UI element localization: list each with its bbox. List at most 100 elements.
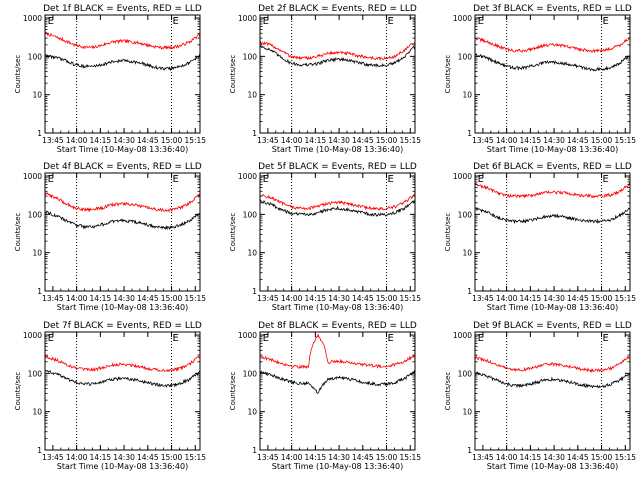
event-marker: E (173, 16, 179, 27)
x-tick-label: 15:00 (376, 136, 398, 145)
y-tick-label: 10 (32, 249, 42, 258)
x-tick-label: 15:00 (591, 453, 613, 462)
y-tick-label: 1 (252, 287, 257, 296)
y-tick-label: 100 (243, 52, 258, 61)
x-tick-label: 14:30 (543, 136, 565, 145)
x-tick-label: 13:45 (257, 294, 279, 303)
y-axis-label: Counts/sec (14, 213, 22, 252)
x-tick-label: 14:15 (305, 294, 327, 303)
chart-panel-4: Det 4f BLACK = Events, RED = LLD E E 1 10 100… (14, 162, 206, 312)
series-events-line (44, 370, 201, 388)
chart-panel-8: Det 8f BLACK = Events, RED = LLD E E 1 10 100… (229, 321, 421, 471)
chart-panel-2: Det 2f BLACK = Events, RED = LLD E E 1 10 100… (229, 4, 421, 154)
event-marker: E (263, 16, 269, 27)
x-tick-label: 14:45 (352, 294, 374, 303)
plot-frame (259, 172, 416, 292)
y-axis-label: Counts/sec (14, 55, 22, 94)
x-tick-label: 14:00 (496, 294, 518, 303)
x-tick-label: 14:30 (328, 136, 350, 145)
y-tick-label: 1 (37, 287, 42, 296)
y-tick-label: 1000 (238, 172, 257, 181)
x-axis-label: Start Time (10-May-08 13:36:40) (57, 303, 188, 312)
x-axis-label: Start Time (10-May-08 13:36:40) (272, 303, 403, 312)
y-axis-label: Counts/sec (14, 372, 22, 411)
y-tick-label: 1 (252, 446, 257, 455)
series-events-line (44, 54, 201, 72)
event-marker: E (173, 333, 179, 344)
x-tick-label: 14:00 (496, 136, 518, 145)
x-tick-label: 13:45 (42, 453, 64, 462)
chart-panel-9: Det 9f BLACK = Events, RED = LLD E E 1 10 100… (444, 321, 636, 471)
x-tick-label: 15:15 (614, 294, 636, 303)
y-tick-label: 100 (28, 52, 43, 61)
x-tick-label: 14:30 (113, 453, 135, 462)
event-marker: E (478, 16, 484, 27)
event-marker: E (603, 174, 609, 185)
x-tick-label: 14:45 (567, 453, 589, 462)
x-axis-label: Start Time (10-May-08 13:36:40) (57, 462, 188, 471)
y-tick-label: 10 (247, 408, 257, 417)
series-lld-line (474, 37, 631, 54)
y-axis-label: Counts/sec (444, 55, 452, 94)
x-tick-label: 15:15 (184, 453, 206, 462)
x-tick-label: 15:00 (376, 294, 398, 303)
y-tick-label: 100 (243, 210, 258, 219)
event-marker: E (388, 174, 394, 185)
panel-title: Det 3f BLACK = Events, RED = LLD (473, 4, 632, 14)
x-axis-label: Start Time (10-May-08 13:36:40) (272, 145, 403, 154)
plot-frame (474, 172, 631, 292)
x-tick-label: 15:15 (614, 136, 636, 145)
x-tick-label: 13:45 (257, 453, 279, 462)
series-lld-line (474, 182, 631, 199)
series-events-line (474, 53, 631, 72)
x-tick-label: 15:00 (376, 453, 398, 462)
plot-frame (474, 14, 631, 134)
panel-title: Det 6f BLACK = Events, RED = LLD (473, 162, 632, 172)
y-tick-label: 1 (37, 446, 42, 455)
event-marker: E (388, 333, 394, 344)
x-tick-label: 14:45 (567, 136, 589, 145)
y-axis-label: Counts/sec (229, 372, 237, 411)
series-events-line (259, 199, 416, 217)
series-lld-line (259, 334, 416, 370)
plot-frame (44, 14, 201, 134)
x-tick-label: 14:15 (520, 453, 542, 462)
x-tick-label: 15:15 (399, 453, 421, 462)
x-tick-label: 14:45 (137, 294, 159, 303)
chart-panel-6: Det 6f BLACK = Events, RED = LLD E E 1 10 100… (444, 162, 636, 312)
plot-frame (44, 172, 201, 292)
x-tick-label: 14:45 (567, 294, 589, 303)
series-lld-line (474, 355, 631, 374)
x-tick-label: 14:45 (352, 136, 374, 145)
x-tick-label: 14:45 (137, 136, 159, 145)
y-tick-label: 1000 (238, 331, 257, 340)
event-marker: E (603, 333, 609, 344)
y-tick-label: 100 (28, 369, 43, 378)
series-lld-line (44, 354, 201, 373)
panel-title: Det 8f BLACK = Events, RED = LLD (258, 321, 417, 331)
x-tick-label: 14:15 (90, 136, 112, 145)
y-tick-label: 100 (458, 210, 473, 219)
y-tick-label: 1000 (453, 331, 472, 340)
series-events-line (259, 45, 416, 68)
x-tick-label: 14:00 (66, 136, 88, 145)
event-marker: E (478, 174, 484, 185)
series-lld-line (259, 193, 416, 211)
panel-title: Det 2f BLACK = Events, RED = LLD (258, 4, 417, 14)
x-tick-label: 15:00 (591, 136, 613, 145)
x-tick-label: 15:00 (161, 136, 183, 145)
x-tick-label: 14:30 (543, 453, 565, 462)
series-events-line (474, 207, 631, 225)
x-tick-label: 15:00 (591, 294, 613, 303)
event-marker: E (173, 174, 179, 185)
y-tick-label: 10 (247, 91, 257, 100)
y-tick-label: 1 (467, 129, 472, 138)
x-tick-label: 13:45 (257, 136, 279, 145)
y-tick-label: 10 (32, 91, 42, 100)
x-tick-label: 14:45 (137, 453, 159, 462)
x-tick-label: 14:15 (305, 136, 327, 145)
x-tick-label: 14:30 (113, 136, 135, 145)
event-marker: E (48, 333, 54, 344)
y-tick-label: 1 (252, 129, 257, 138)
panel-title: Det 7f BLACK = Events, RED = LLD (43, 321, 202, 331)
